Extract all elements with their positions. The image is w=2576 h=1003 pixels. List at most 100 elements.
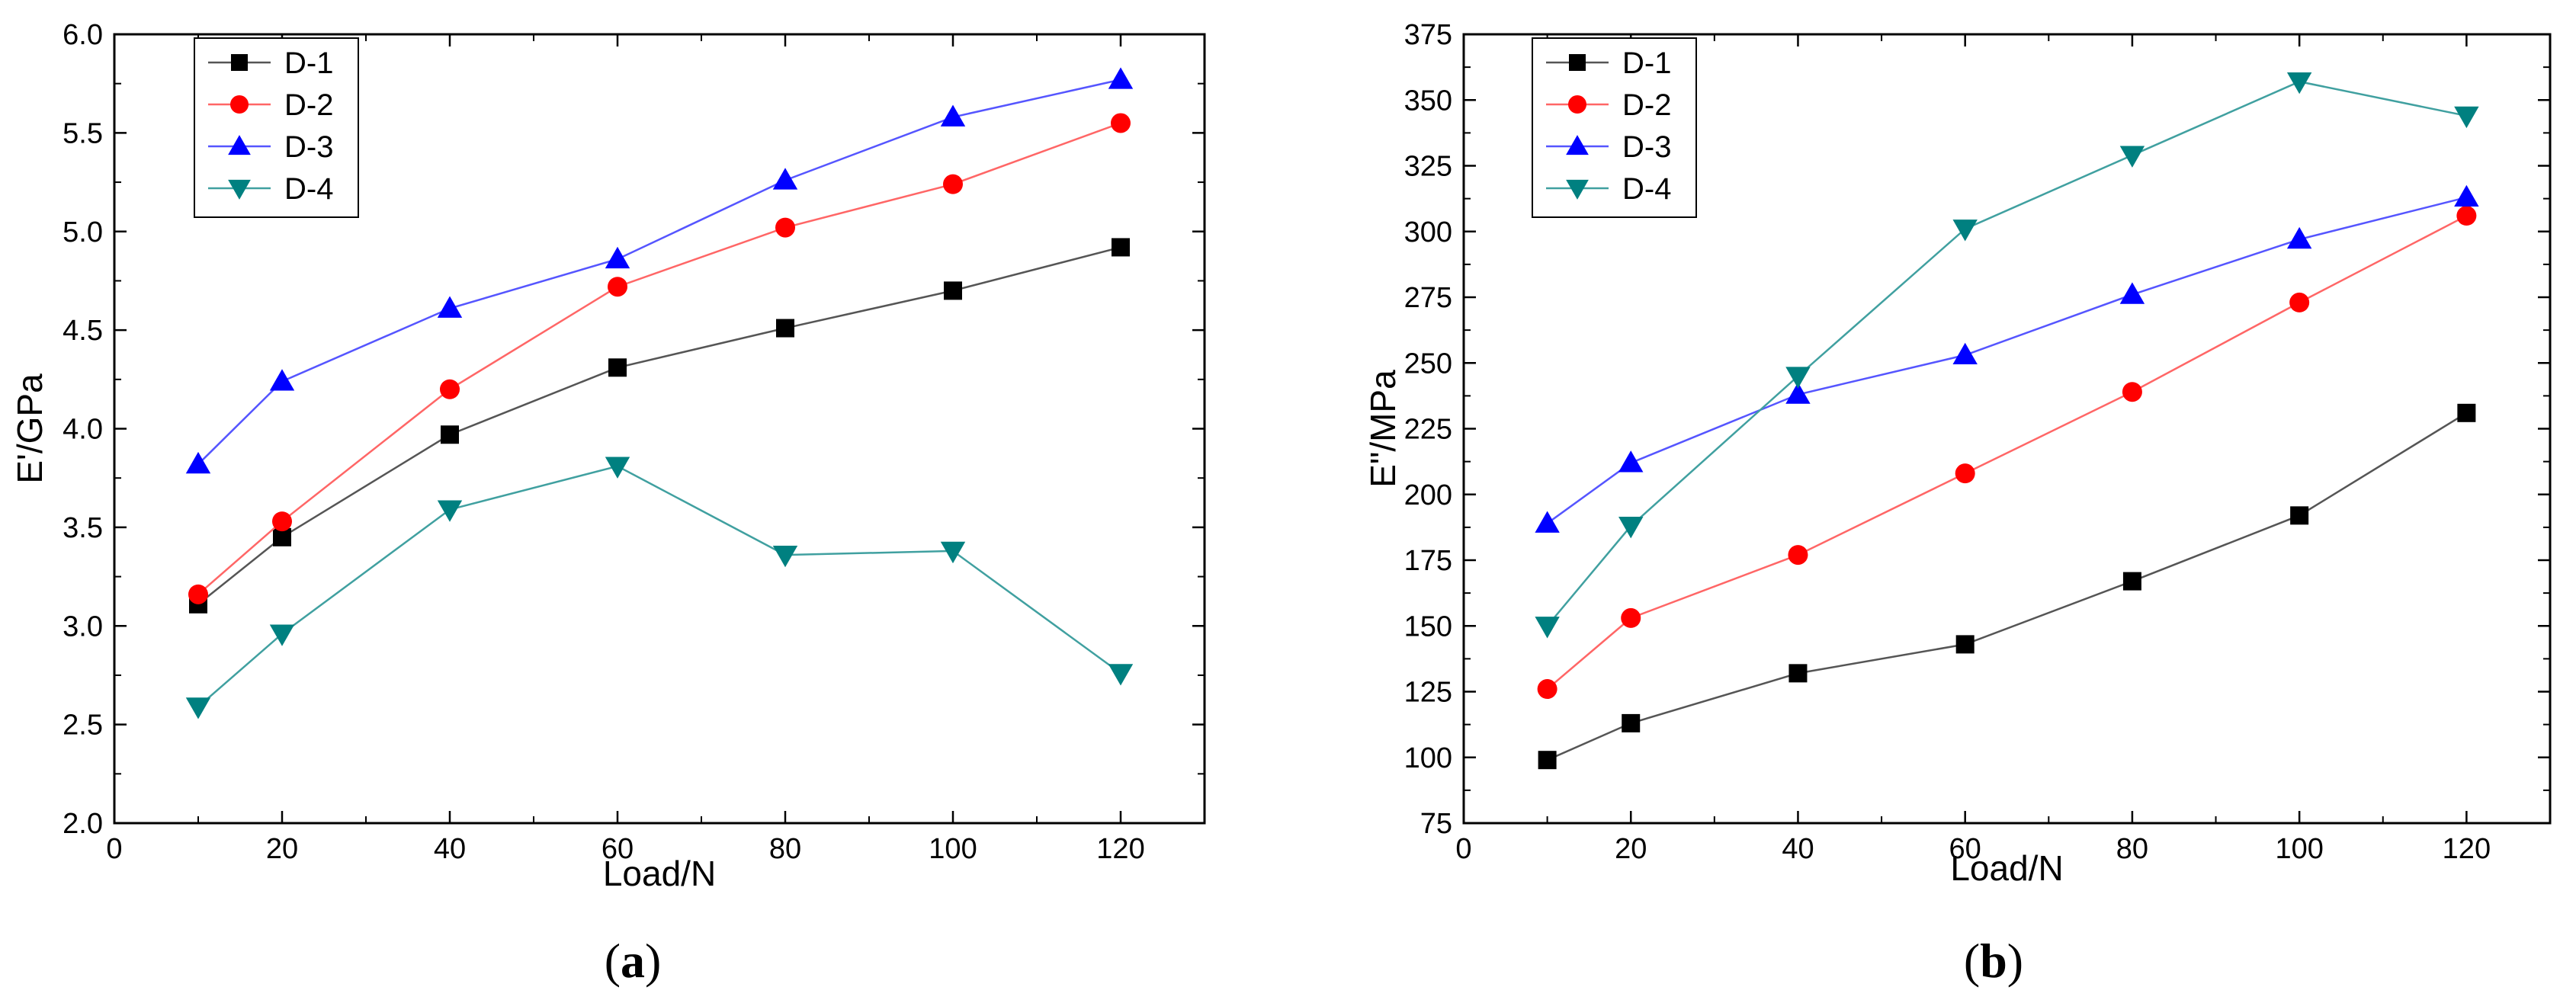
data-point-d-3 <box>1952 342 1978 365</box>
legend-marker <box>228 179 251 200</box>
data-point-d-3 <box>1785 382 1811 404</box>
y-tick-label: 5.0 <box>63 216 103 248</box>
data-point-d-2 <box>775 217 795 238</box>
series-line-d-4 <box>197 465 1121 708</box>
data-point-d-4 <box>1785 367 1811 389</box>
data-point-d-1 <box>1955 635 1975 654</box>
y-axis-title: E'/GPa <box>10 373 50 484</box>
data-point-d-4 <box>2119 146 2145 168</box>
data-point-d-3 <box>1618 450 1644 473</box>
legend-marker <box>1569 54 1586 71</box>
x-tick-label: 40 <box>1782 833 1814 865</box>
x-axis-title: Load/N <box>1950 848 2063 888</box>
series-line-d-2 <box>1546 214 2467 691</box>
data-point-d-4 <box>1535 617 1560 639</box>
legend-label: D-3 <box>1622 130 1671 164</box>
legend-box <box>1532 37 1697 218</box>
data-point-d-3 <box>2119 282 2145 304</box>
legend-label: D-4 <box>284 172 333 206</box>
y-axis-title: E"/MPa <box>1363 370 1403 488</box>
y-tick-label: 225 <box>1404 414 1452 446</box>
data-point-d-1 <box>1622 713 1641 732</box>
data-point-d-1 <box>2122 572 2141 591</box>
data-point-d-2 <box>2122 382 2142 402</box>
x-tick-label: 40 <box>434 833 466 865</box>
x-tick-label: 60 <box>1949 833 1981 865</box>
data-point-d-3 <box>1535 511 1560 533</box>
y-tick-label: 5.5 <box>63 117 103 149</box>
data-point-d-2 <box>272 511 292 532</box>
data-point-d-4 <box>1108 664 1134 686</box>
series-line-d-3 <box>1546 196 2467 524</box>
y-tick-label: 375 <box>1404 19 1452 51</box>
y-tick-label: 2.0 <box>63 808 103 840</box>
y-tick-label: 75 <box>1420 808 1452 840</box>
y-tick-label: 275 <box>1404 282 1452 314</box>
x-tick-label: 100 <box>2275 833 2323 865</box>
x-tick-label: 80 <box>769 833 801 865</box>
x-tick-label: 120 <box>2443 833 2491 865</box>
y-tick-label: 200 <box>1404 479 1452 511</box>
data-point-d-1 <box>944 281 962 300</box>
caption-open-paren: ( <box>605 934 621 988</box>
legend-marker <box>228 135 251 155</box>
y-tick-label: 125 <box>1404 677 1452 709</box>
data-point-d-2 <box>1537 679 1557 700</box>
data-point-d-3 <box>269 369 295 391</box>
x-tick-label: 100 <box>929 833 977 865</box>
y-tick-label: 4.5 <box>63 315 103 347</box>
caption-open-paren: ( <box>1964 934 1980 988</box>
legend-box <box>194 37 359 218</box>
y-tick-label: 350 <box>1404 85 1452 117</box>
y-tick-label: 6.0 <box>63 19 103 51</box>
x-tick-label: 0 <box>1455 833 1471 865</box>
data-point-d-2 <box>2456 206 2477 226</box>
data-point-d-3 <box>437 296 463 318</box>
caption-close-paren: ) <box>645 934 661 988</box>
panel-caption: (b) <box>1964 934 2023 988</box>
data-point-d-1 <box>1538 751 1557 770</box>
data-point-d-2 <box>440 379 460 399</box>
data-point-d-4 <box>605 457 630 479</box>
data-point-d-2 <box>2289 292 2310 312</box>
y-tick-label: 3.0 <box>63 610 103 642</box>
data-point-d-4 <box>1952 220 1978 242</box>
legend-label: D-1 <box>1622 46 1671 80</box>
data-point-d-4 <box>2286 72 2312 95</box>
data-point-d-4 <box>437 500 463 522</box>
data-point-d-3 <box>772 168 798 190</box>
data-point-d-1 <box>1788 664 1808 683</box>
legend: D-1 D-2 D-3 D-4 <box>194 37 359 218</box>
data-point-d-1 <box>776 319 794 338</box>
legend-label: D-2 <box>1622 88 1671 122</box>
data-point-d-4 <box>1618 517 1644 539</box>
y-tick-label: 150 <box>1404 610 1452 642</box>
caption-close-paren: ) <box>2007 934 2023 988</box>
data-point-d-2 <box>608 277 627 297</box>
data-point-d-2 <box>1111 113 1131 133</box>
legend-label: D-4 <box>1622 172 1671 206</box>
y-tick-label: 4.0 <box>63 414 103 446</box>
x-tick-label: 120 <box>1096 833 1144 865</box>
data-point-d-1 <box>2290 506 2309 525</box>
caption-letter: b <box>1980 934 2007 988</box>
data-point-d-4 <box>2454 106 2479 129</box>
data-point-d-2 <box>1955 463 1975 484</box>
legend-label: D-3 <box>284 130 333 164</box>
data-point-d-2 <box>1621 607 1641 628</box>
x-tick-label: 80 <box>2116 833 2148 865</box>
data-point-d-3 <box>1108 67 1134 89</box>
y-tick-label: 2.5 <box>63 710 103 742</box>
x-axis-title: Load/N <box>603 854 716 893</box>
data-point-d-1 <box>441 425 459 444</box>
data-point-d-4 <box>185 697 211 719</box>
legend-marker <box>1566 135 1589 155</box>
legend-label: D-2 <box>284 88 333 122</box>
legend-marker <box>1566 179 1589 200</box>
legend: D-1 D-2 D-3 D-4 <box>1532 37 1697 218</box>
data-point-d-3 <box>940 104 966 127</box>
data-point-d-1 <box>2457 403 2476 422</box>
data-point-d-3 <box>2286 226 2312 249</box>
y-tick-label: 100 <box>1404 742 1452 774</box>
